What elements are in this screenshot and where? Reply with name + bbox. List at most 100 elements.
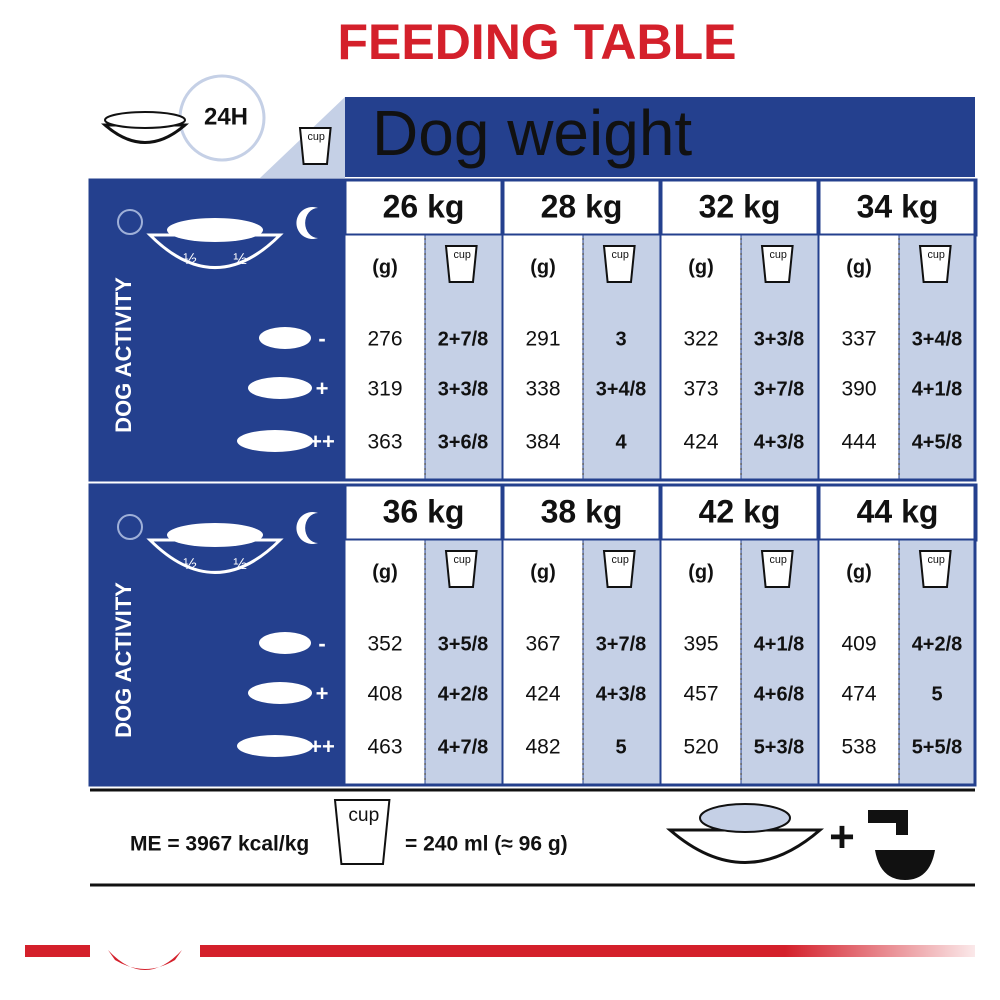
- activity-level: -: [318, 326, 325, 351]
- grams-unit: (g): [846, 561, 872, 583]
- cups-value: 3+7/8: [754, 378, 805, 400]
- cups-value: 5: [931, 683, 942, 705]
- weight-label: 26 kg: [383, 188, 465, 224]
- grams-column: [502, 539, 584, 786]
- top-bowl-rim: [104, 111, 186, 129]
- weight-label: 42 kg: [699, 493, 781, 529]
- activity-bowl: [146, 538, 284, 574]
- grams-unit: (g): [530, 561, 556, 583]
- grams-value: 319: [367, 378, 402, 401]
- activity-level: ++: [309, 429, 335, 454]
- cups-value: 4+2/8: [912, 633, 963, 655]
- grams-column: [660, 234, 742, 481]
- cups-value: 4+3/8: [596, 683, 647, 705]
- grams-value: 408: [367, 683, 402, 706]
- grams-unit: (g): [372, 561, 398, 583]
- cups-value: 4+7/8: [438, 736, 489, 758]
- cup-icon: [444, 550, 478, 588]
- cup-icon: [602, 245, 636, 283]
- activity-level: ++: [309, 734, 335, 759]
- cup-icon: [298, 127, 332, 165]
- activity-bowl: [146, 233, 284, 269]
- brand-line: [25, 945, 975, 957]
- grams-column: [344, 234, 426, 481]
- activity-kibble: [167, 218, 263, 242]
- weight-label: 44 kg: [857, 493, 939, 529]
- header-band: [345, 97, 975, 177]
- cups-value: 4+5/8: [912, 431, 963, 453]
- footer-bowl: [665, 828, 825, 864]
- cup-icon: [918, 550, 952, 588]
- cups-value: 4+1/8: [754, 633, 805, 655]
- grams-value: 337: [841, 328, 876, 351]
- cups-value: 4: [615, 431, 627, 453]
- grams-value: 352: [367, 633, 402, 656]
- section-border: [88, 483, 977, 787]
- cups-value: 4+2/8: [438, 683, 489, 705]
- half-label: ½: [183, 556, 196, 573]
- grams-value: 390: [841, 378, 876, 401]
- cups-value: 3+7/8: [596, 633, 647, 655]
- grams-value: 444: [841, 431, 876, 454]
- clock-label: 24H: [204, 103, 248, 130]
- crown: [108, 950, 182, 970]
- cup-icon-label: cup: [453, 554, 470, 566]
- cup-icon: [333, 799, 391, 865]
- activity-kibble: [167, 523, 263, 547]
- cups-value: 4+1/8: [912, 378, 963, 400]
- weight-header-cell: [659, 178, 820, 237]
- header-title: Dog weight: [372, 97, 692, 169]
- half-label: ½: [233, 556, 246, 573]
- grams-unit: (g): [688, 256, 714, 278]
- activity-level: +: [316, 376, 329, 401]
- cups-value: 4+6/8: [754, 683, 805, 705]
- grams-column: [818, 234, 900, 481]
- half-label: ½: [183, 251, 196, 268]
- grams-value: 395: [683, 633, 718, 656]
- grams-value: 409: [841, 633, 876, 656]
- cups-value: 3+3/8: [754, 328, 805, 350]
- weight-label: 32 kg: [699, 188, 781, 224]
- grams-value: 367: [525, 633, 560, 656]
- dog-silhouette: [259, 632, 311, 654]
- weight-label: 36 kg: [383, 493, 465, 529]
- energy-text: ME = 3967 kcal/kg: [130, 833, 309, 856]
- activity-level: -: [318, 631, 325, 656]
- dog-silhouette: [237, 430, 313, 452]
- sun-icon: [117, 209, 143, 235]
- cup-equivalence: = 240 ml (≈ 96 g): [405, 833, 568, 856]
- cups-value: 5+3/8: [754, 736, 805, 758]
- cups-value: 5+5/8: [912, 736, 963, 758]
- grams-unit: (g): [372, 256, 398, 278]
- top-bowl: [101, 123, 189, 144]
- cups-value: 3+5/8: [438, 633, 489, 655]
- weight-label: 38 kg: [541, 493, 623, 529]
- cups-value: 2+7/8: [438, 328, 489, 350]
- grams-value: 482: [525, 736, 560, 759]
- grams-unit: (g): [846, 256, 872, 278]
- grams-value: 338: [525, 378, 560, 401]
- moon-icon: [296, 206, 318, 239]
- cup-icon-label: cup: [611, 249, 628, 261]
- grams-value: 424: [525, 683, 560, 706]
- cup-icon: [918, 245, 952, 283]
- grams-column: [818, 539, 900, 786]
- grams-value: 363: [367, 431, 402, 454]
- grams-value: 424: [683, 431, 718, 454]
- grams-value: 384: [525, 431, 560, 454]
- cups-value: 5: [615, 736, 626, 758]
- cups-value: 3+4/8: [912, 328, 963, 350]
- cup-icon-label: cup: [927, 249, 944, 261]
- cups-value: 3+4/8: [596, 378, 647, 400]
- moon-icon: [296, 512, 318, 544]
- activity-level: +: [316, 681, 329, 706]
- cups-value: 3: [615, 328, 626, 350]
- cup-icon-label: cup: [927, 554, 944, 566]
- title: FEEDING TABLE: [337, 14, 736, 70]
- footer-kibble: [699, 803, 791, 833]
- cup-icon-label: cup: [611, 554, 628, 566]
- weight-label: 28 kg: [541, 188, 623, 224]
- weight-header-cell: [343, 178, 504, 237]
- cups-value: 3+6/8: [438, 431, 489, 453]
